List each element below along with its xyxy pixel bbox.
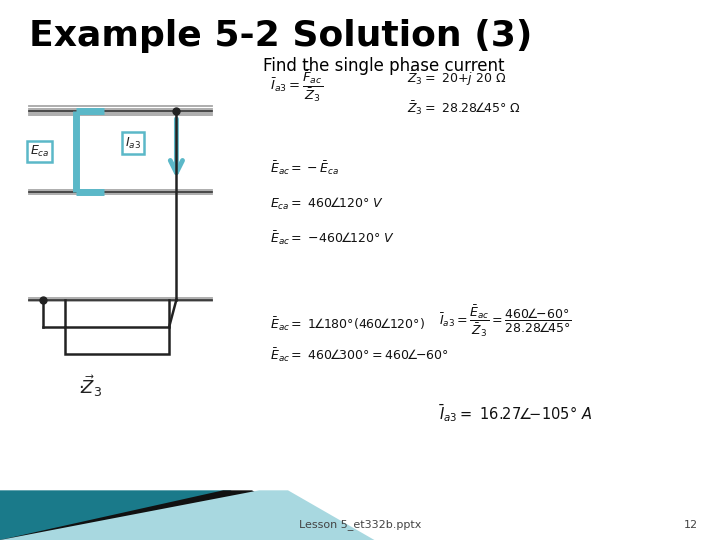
Text: $E_{ca}$: $E_{ca}$: [30, 144, 50, 159]
Text: 12: 12: [684, 520, 698, 530]
Text: $E_{ca}{=}\ 460\!\angle\!120°\ V$: $E_{ca}{=}\ 460\!\angle\!120°\ V$: [270, 196, 384, 212]
Text: $I_{a3}$: $I_{a3}$: [125, 136, 141, 151]
Text: $\bar{E}_{ac}{=}\ {-}460\!\angle\!120°\ V$: $\bar{E}_{ac}{=}\ {-}460\!\angle\!120°\ …: [270, 230, 395, 247]
Text: $\bar{E}_{ac}{=}-\bar{E}_{ca}$: $\bar{E}_{ac}{=}-\bar{E}_{ca}$: [270, 160, 339, 177]
Text: $\bar{Z}_3 {=}\ 28.28\!\angle\!45°\ \Omega$: $\bar{Z}_3 {=}\ 28.28\!\angle\!45°\ \Ome…: [407, 99, 521, 117]
Text: $\cdot\!\vec{Z}_3$: $\cdot\!\vec{Z}_3$: [78, 373, 102, 399]
Bar: [65, 327, 169, 354]
Text: $\bar{Z}_3 {=}\ 20{+}j\ 20\ \Omega$: $\bar{Z}_3 {=}\ 20{+}j\ 20\ \Omega$: [407, 69, 506, 87]
Polygon shape: [0, 490, 338, 540]
Text: Lesson 5_et332b.pptx: Lesson 5_et332b.pptx: [299, 519, 421, 530]
Text: $\bar{E}_{ac}{=}\ 1\!\angle\!180°(460\!\angle\!120°)$: $\bar{E}_{ac}{=}\ 1\!\angle\!180°(460\!\…: [270, 315, 425, 333]
Text: Find the single phase current: Find the single phase current: [263, 57, 504, 75]
Text: $\bar{I}_{a3} = \dfrac{\bar{F}_{ac}}{\bar{Z}_3}$: $\bar{I}_{a3} = \dfrac{\bar{F}_{ac}}{\ba…: [270, 69, 323, 104]
Text: $\bar{I}_{a3}{=}\dfrac{\bar{E}_{ac}}{\bar{Z}_3}{=}\dfrac{460\!\angle\!{-60°}}{28: $\bar{I}_{a3}{=}\dfrac{\bar{E}_{ac}}{\ba…: [439, 303, 572, 339]
Polygon shape: [0, 490, 374, 540]
Text: Example 5-2 Solution (3): Example 5-2 Solution (3): [29, 19, 532, 53]
Text: $\bar{I}_{a3}{=}\ 16.27\!\angle\!{-105°}\ A$: $\bar{I}_{a3}{=}\ 16.27\!\angle\!{-105°}…: [439, 402, 593, 424]
Text: $\bar{E}_{ac}{=}\ 460\!\angle\!300°{=}460\!\angle\!{-60°}$: $\bar{E}_{ac}{=}\ 460\!\angle\!300°{=}46…: [270, 347, 449, 364]
Polygon shape: [0, 490, 317, 540]
